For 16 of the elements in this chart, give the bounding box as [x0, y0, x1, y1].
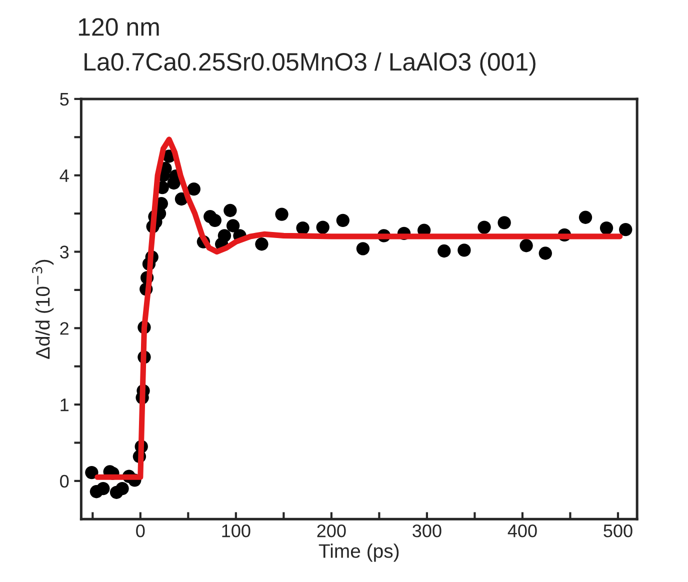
x-tick-label: 300 [412, 524, 442, 538]
x-tick-label: 500 [604, 524, 632, 538]
chart-title: 120 nm [78, 18, 159, 36]
x-tick-label: 100 [222, 524, 250, 538]
chart-subtitle: La0.7Ca0.25Sr0.05MnO3 / LaAlO3 (001) [84, 52, 536, 76]
y-tick-label: 0 [60, 474, 69, 488]
y-tick-label: 3 [60, 246, 69, 258]
y-tick-label: 5 [60, 93, 69, 106]
y-tick-label: 4 [60, 169, 69, 182]
y-axis-title: Δd/d (10$^{−3}$) [32, 260, 54, 359]
y-tick-label: 1 [60, 398, 68, 412]
y-tick-label: 2 [60, 322, 68, 335]
x-axis-title: Time (ps) [318, 544, 399, 562]
x-tick-label: 400 [508, 524, 537, 538]
x-tick-label: 0 [136, 524, 145, 538]
x-tick-label: 200 [317, 524, 346, 538]
